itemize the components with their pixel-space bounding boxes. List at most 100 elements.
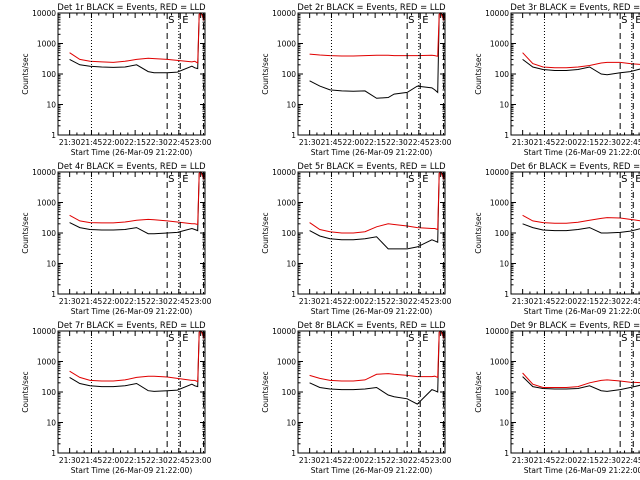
y-tick-label: 10 bbox=[46, 101, 56, 110]
x-tick-label: 22:30 bbox=[146, 138, 168, 147]
y-tick-label: 10 bbox=[499, 101, 509, 110]
x-axis-label: Start Time (26-Mar-09 21:22:00) bbox=[524, 466, 640, 475]
marker-label-end: E bbox=[182, 15, 188, 26]
y-tick-label: 1 bbox=[51, 131, 56, 140]
y-tick-label: 1000 bbox=[37, 358, 56, 367]
x-tick-label: 22:30 bbox=[146, 456, 168, 465]
marker-label-start: S bbox=[621, 333, 627, 344]
y-tick-label: 10000 bbox=[485, 9, 509, 18]
x-tick-label: 22:45 bbox=[408, 456, 430, 465]
marker-label-end: E bbox=[635, 333, 640, 344]
y-tick-label: 10 bbox=[286, 101, 296, 110]
x-tick-label: 21:30 bbox=[512, 297, 534, 306]
y-tick-label: 10000 bbox=[32, 168, 56, 177]
panel-det-5: Det 5r BLACK = Events, RED = LLD S E 1 10 100… bbox=[261, 161, 452, 316]
y-tick-label: 1000 bbox=[277, 199, 296, 208]
panel-title: Det 1r BLACK = Events, RED = LLD bbox=[57, 2, 205, 12]
y-tick-label: 100 bbox=[42, 388, 57, 397]
x-tick-label: 23:00 bbox=[190, 297, 212, 306]
y-tick-label: 1 bbox=[51, 449, 56, 458]
y-tick-label: 10000 bbox=[32, 9, 56, 18]
x-tick-label: 21:30 bbox=[59, 456, 81, 465]
y-tick-label: 1 bbox=[291, 131, 296, 140]
x-tick-label: 21:30 bbox=[299, 297, 321, 306]
plot-frame bbox=[297, 171, 446, 295]
x-axis-label: Start Time (26-Mar-09 21:22:00) bbox=[524, 148, 640, 157]
y-axis-label: Counts/sec bbox=[21, 212, 30, 253]
x-tick-label: 21:45 bbox=[321, 456, 343, 465]
x-tick-label: 22:45 bbox=[168, 297, 190, 306]
y-tick-label: 1000 bbox=[490, 199, 509, 208]
x-tick-label: 22:15 bbox=[577, 456, 599, 465]
y-tick-label: 100 bbox=[495, 70, 510, 79]
panel-det-2: Det 2r BLACK = Events, RED = LLD S E 1 10 100… bbox=[261, 2, 452, 157]
y-tick-label: 1 bbox=[504, 449, 509, 458]
x-tick-label: 22:15 bbox=[364, 456, 386, 465]
x-axis-label: Start Time (26-Mar-09 21:22:00) bbox=[71, 466, 193, 475]
panel-det-8: Det 8r BLACK = Events, RED = LLD S E 1 10 100… bbox=[261, 320, 452, 475]
x-tick-label: 22:00 bbox=[555, 297, 577, 306]
y-tick-label: 100 bbox=[42, 70, 57, 79]
x-tick-label: 21:30 bbox=[299, 138, 321, 147]
panel-det-4: Det 4r BLACK = Events, RED = LLD S E 1 10 100… bbox=[21, 161, 212, 316]
y-tick-label: 10000 bbox=[272, 9, 296, 18]
x-axis-label: Start Time (26-Mar-09 21:22:00) bbox=[71, 307, 193, 316]
y-axis-label: Counts/sec bbox=[474, 212, 483, 253]
panel-det-7: Det 7r BLACK = Events, RED = LLD S E 1 10 100… bbox=[21, 320, 212, 475]
y-tick-label: 1 bbox=[291, 449, 296, 458]
panel-det-9: Det 9r BLACK = Events, RED = LLD SE 1 10 100… bbox=[474, 320, 640, 475]
x-tick-label: 23:00 bbox=[430, 138, 452, 147]
panel-title: Det 5r BLACK = Events, RED = LLD bbox=[297, 161, 445, 171]
events-line bbox=[522, 376, 640, 392]
x-tick-label: 22:30 bbox=[146, 297, 168, 306]
y-tick-label: 10 bbox=[46, 419, 56, 428]
marker-label-start: S bbox=[168, 174, 174, 185]
x-tick-label: 22:45 bbox=[408, 297, 430, 306]
y-tick-label: 1000 bbox=[490, 40, 509, 49]
x-tick-label: 21:45 bbox=[81, 138, 103, 147]
plot-frame bbox=[297, 12, 446, 136]
panel-title: Det 9r BLACK = Events, RED = LLD bbox=[510, 320, 640, 330]
x-axis-label: Start Time (26-Mar-09 21:22:00) bbox=[311, 148, 433, 157]
x-tick-label: 21:45 bbox=[534, 456, 556, 465]
marker-label-end: E bbox=[635, 15, 640, 26]
x-tick-label: 22:15 bbox=[124, 456, 146, 465]
panel-det-3: Det 3r BLACK = Events, RED = LLD SE 1 10 100… bbox=[474, 2, 640, 157]
x-tick-label: 22:30 bbox=[386, 456, 408, 465]
panel-title: Det 7r BLACK = Events, RED = LLD bbox=[57, 320, 205, 330]
plot-frame bbox=[57, 12, 206, 136]
x-tick-label: 22:45 bbox=[621, 138, 640, 147]
y-tick-label: 10 bbox=[46, 260, 56, 269]
x-tick-label: 21:45 bbox=[81, 297, 103, 306]
x-axis-label: Start Time (26-Mar-09 21:22:00) bbox=[71, 148, 193, 157]
x-tick-label: 22:15 bbox=[577, 138, 599, 147]
y-axis-label: Counts/sec bbox=[21, 53, 30, 94]
y-tick-label: 10 bbox=[286, 260, 296, 269]
x-tick-label: 21:30 bbox=[512, 456, 534, 465]
x-tick-label: 23:00 bbox=[430, 297, 452, 306]
panel-title: Det 6r BLACK = Events, RED = LLD bbox=[510, 161, 640, 171]
x-axis-label: Start Time (26-Mar-09 21:22:00) bbox=[311, 466, 433, 475]
x-tick-label: 21:30 bbox=[59, 138, 81, 147]
y-tick-label: 1000 bbox=[37, 40, 56, 49]
y-tick-label: 100 bbox=[282, 388, 297, 397]
x-tick-label: 22:15 bbox=[124, 297, 146, 306]
y-tick-label: 10 bbox=[499, 260, 509, 269]
x-tick-label: 22:15 bbox=[364, 297, 386, 306]
panel-det-6: Det 6r BLACK = Events, RED = LLD SE 1 10 100… bbox=[474, 161, 640, 316]
x-tick-label: 22:45 bbox=[621, 456, 640, 465]
y-axis-label: Counts/sec bbox=[21, 371, 30, 412]
y-tick-label: 10000 bbox=[272, 168, 296, 177]
x-tick-label: 22:00 bbox=[102, 297, 124, 306]
x-tick-label: 21:30 bbox=[512, 138, 534, 147]
x-tick-label: 21:30 bbox=[299, 456, 321, 465]
y-tick-label: 100 bbox=[495, 229, 510, 238]
x-tick-label: 22:00 bbox=[102, 456, 124, 465]
marker-label-end: E bbox=[422, 333, 428, 344]
x-tick-label: 23:00 bbox=[190, 138, 212, 147]
x-tick-label: 21:45 bbox=[534, 297, 556, 306]
x-tick-label: 22:30 bbox=[599, 297, 621, 306]
plot-frame bbox=[57, 171, 206, 295]
y-tick-label: 1000 bbox=[277, 40, 296, 49]
